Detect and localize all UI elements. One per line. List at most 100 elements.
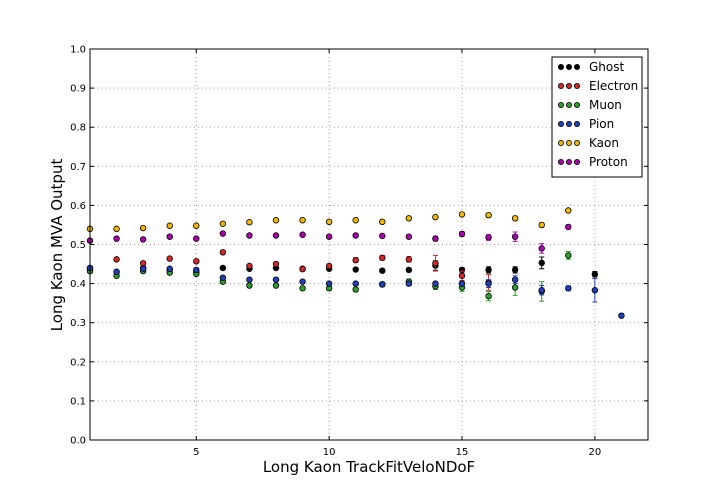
data-point	[299, 278, 306, 285]
y-tick-label: 0.9	[70, 84, 86, 95]
data-point	[193, 266, 200, 274]
data-point	[379, 267, 386, 274]
data-point	[379, 232, 386, 240]
data-point	[113, 225, 120, 233]
data-point	[166, 222, 173, 229]
series-pion	[86, 264, 625, 319]
data-point	[352, 217, 359, 224]
data-point	[325, 233, 333, 240]
legend-marker	[574, 64, 581, 71]
legend-marker	[574, 121, 581, 128]
data-point	[219, 249, 227, 256]
x-tick-label: 20	[588, 447, 601, 458]
data-point	[511, 215, 519, 222]
y-tick-label: 0.2	[70, 357, 86, 368]
legend-item: Proton	[558, 155, 628, 169]
data-point	[219, 264, 227, 272]
y-tick-label: 0.5	[70, 240, 86, 251]
data-point	[272, 276, 280, 283]
data-point	[591, 287, 599, 294]
legend-box	[551, 56, 643, 178]
data-point	[485, 292, 492, 300]
data-point	[139, 260, 147, 267]
data-point	[299, 217, 306, 224]
legend-marker	[558, 102, 565, 109]
data-point	[299, 285, 306, 292]
data-point	[511, 276, 519, 283]
data-point	[511, 266, 519, 274]
x-tick-label: 5	[193, 447, 199, 458]
legend-marker	[558, 83, 565, 90]
data-point	[538, 259, 545, 267]
series-proton	[86, 223, 572, 254]
data-point	[299, 231, 306, 238]
y-tick-label: 0.4	[70, 279, 86, 290]
data-point	[299, 265, 306, 273]
data-point	[565, 252, 572, 259]
data-point	[193, 235, 200, 242]
legend-marker	[574, 83, 581, 90]
data-point	[405, 266, 413, 274]
legend-label: Pion	[589, 117, 614, 131]
data-point	[405, 215, 413, 222]
data-point	[113, 235, 120, 242]
legend-item: Muon	[558, 98, 622, 112]
series-ghost	[86, 256, 599, 278]
data-point	[325, 218, 333, 226]
data-point	[511, 284, 519, 291]
x-axis-title: Long Kaon TrackFitVeloNDoF	[263, 458, 475, 476]
data-point	[432, 235, 439, 242]
series-electron	[86, 249, 492, 291]
legend-label: Ghost	[589, 60, 624, 74]
data-point	[113, 256, 120, 263]
data-point	[458, 272, 466, 279]
data-point	[485, 211, 492, 219]
data-point	[565, 207, 572, 214]
data-point	[272, 217, 280, 224]
data-point	[379, 254, 386, 261]
data-point	[272, 232, 280, 239]
data-point	[565, 285, 572, 292]
data-point	[591, 271, 599, 278]
data-point	[352, 280, 359, 287]
data-point	[458, 211, 466, 218]
y-tick-label: 0.0	[70, 436, 86, 447]
data-point	[139, 236, 147, 243]
data-point	[538, 245, 545, 252]
legend-label: Proton	[589, 155, 628, 169]
data-point	[139, 265, 147, 272]
data-point	[246, 219, 253, 226]
legend-item: Electron	[558, 79, 638, 93]
data-point	[246, 262, 253, 270]
data-point	[458, 230, 466, 238]
data-point	[325, 280, 333, 287]
data-points	[86, 207, 625, 319]
data-point	[352, 232, 359, 239]
legend-marker	[558, 121, 565, 128]
data-point	[618, 312, 625, 319]
y-tick-label: 0.8	[70, 123, 86, 134]
data-point	[405, 280, 413, 287]
legend-marker	[558, 158, 565, 165]
data-point	[352, 256, 359, 264]
data-point	[113, 268, 120, 276]
legend-marker	[558, 139, 565, 146]
data-point	[379, 281, 386, 288]
legend-marker	[566, 83, 573, 90]
y-tick-label: 0.7	[70, 162, 86, 173]
y-tick-label: 0.6	[70, 201, 86, 212]
data-point	[193, 222, 200, 229]
data-point	[193, 258, 200, 265]
data-point	[246, 276, 253, 283]
data-point	[538, 287, 545, 294]
axis-ticks: 5 10 15 20 0.0 0.1 0.2 0.3 0.4 0.5 0.6 0.7 0.8 0.9 1.0	[70, 45, 648, 458]
data-point	[219, 274, 227, 281]
series-kaon	[86, 207, 572, 233]
legend-marker	[574, 139, 581, 146]
legend-label: Muon	[589, 98, 622, 112]
data-point	[272, 260, 280, 268]
data-point	[379, 218, 386, 226]
data-point	[139, 224, 147, 232]
data-point	[246, 232, 253, 239]
